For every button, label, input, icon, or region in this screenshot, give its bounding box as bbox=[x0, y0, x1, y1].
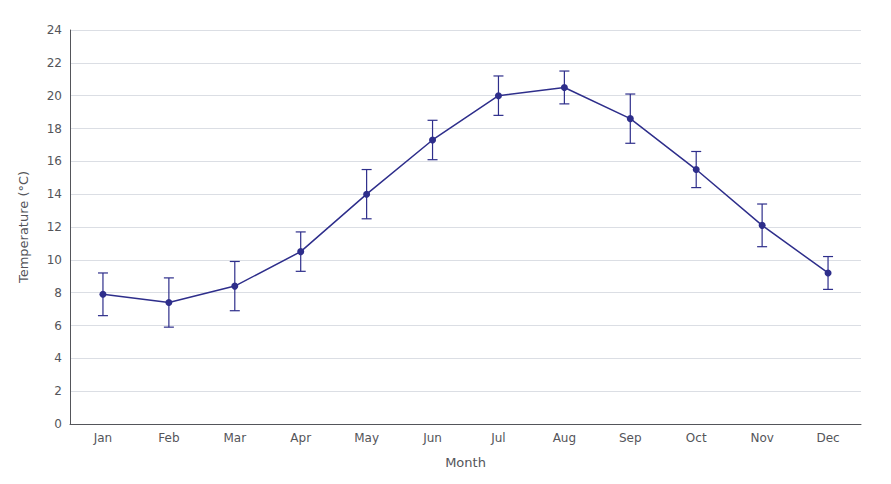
svg-text:14: 14 bbox=[47, 187, 62, 201]
svg-text:18: 18 bbox=[47, 122, 62, 136]
svg-text:Oct: Oct bbox=[686, 431, 707, 445]
svg-text:May: May bbox=[354, 431, 379, 445]
svg-text:Temperature (°C): Temperature (°C) bbox=[16, 171, 31, 284]
svg-text:Dec: Dec bbox=[816, 431, 839, 445]
svg-text:Mar: Mar bbox=[223, 431, 246, 445]
svg-text:2: 2 bbox=[54, 384, 62, 398]
svg-text:24: 24 bbox=[47, 23, 62, 37]
svg-text:Jul: Jul bbox=[490, 431, 505, 445]
svg-text:Aug: Aug bbox=[553, 431, 576, 445]
svg-text:Apr: Apr bbox=[290, 431, 311, 445]
svg-text:6: 6 bbox=[54, 319, 62, 333]
svg-text:12: 12 bbox=[47, 220, 62, 234]
svg-text:8: 8 bbox=[54, 286, 62, 300]
svg-text:4: 4 bbox=[54, 351, 62, 365]
svg-text:Month: Month bbox=[445, 455, 486, 470]
svg-text:Sep: Sep bbox=[619, 431, 642, 445]
svg-text:Nov: Nov bbox=[750, 431, 773, 445]
svg-text:10: 10 bbox=[47, 253, 62, 267]
svg-text:Jan: Jan bbox=[93, 431, 113, 445]
svg-text:Feb: Feb bbox=[158, 431, 179, 445]
svg-text:20: 20 bbox=[47, 89, 62, 103]
svg-text:Jun: Jun bbox=[422, 431, 442, 445]
svg-text:0: 0 bbox=[54, 417, 62, 431]
svg-text:22: 22 bbox=[47, 56, 62, 70]
svg-text:16: 16 bbox=[47, 154, 62, 168]
